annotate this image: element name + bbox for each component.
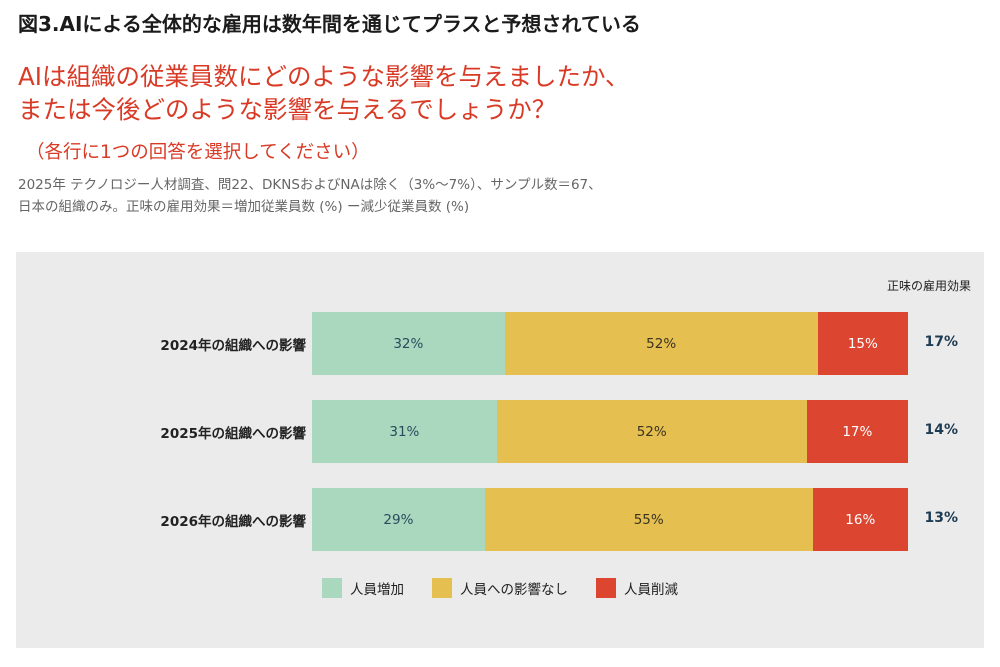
stacked-bar: 29% 55% 16% <box>312 488 908 551</box>
bar-segment <box>312 488 485 551</box>
figure-title: 図3.AIによる全体的な雇用は数年間を通じてプラスと予想されている <box>18 12 641 36</box>
segment-value-label: 31% <box>389 423 420 440</box>
legend-label: 人員への影響なし <box>460 582 568 598</box>
segment-value-label: 17% <box>842 423 873 440</box>
segment-value-label: 16% <box>845 511 876 528</box>
segment-value-label: 52% <box>646 335 677 352</box>
answer-instruction: （各行に1つの回答を選択してください） <box>26 142 370 163</box>
chart-panel: 正味の雇用効果 2024年の組織への影響 32% 52% 15% 17% 2025年の組織… <box>16 252 984 648</box>
source-note-line-2: 日本の組織のみ。正味の雇用効果＝増加従業員数 (%) ー減少従業員数 (%) <box>18 199 470 215</box>
bar-segment <box>312 312 505 375</box>
segment-value-label: 55% <box>633 511 664 528</box>
legend-label: 人員削減 <box>624 582 678 598</box>
bar-segment <box>806 400 908 463</box>
bar-segment <box>504 312 818 375</box>
segment-value-label: 15% <box>847 335 878 352</box>
bar-segment <box>312 400 497 463</box>
legend-label: 人員増加 <box>350 582 404 598</box>
source-note-line-1: 2025年 テクノロジー人材調査、問22、DKNSおよびNAは除く（3%〜7%）… <box>18 177 602 193</box>
stacked-bar: 31% 52% 17% <box>312 400 908 463</box>
chart-question: AIは組織の従業員数にどのような影響を与えましたか、 または今後どのような影響を… <box>18 60 978 126</box>
source-note: 2025年 テクノロジー人材調査、問22、DKNSおよびNAは除く（3%〜7%）… <box>18 174 978 218</box>
net-effect-value: 17% <box>924 333 958 350</box>
stacked-bar: 32% 52% 15% <box>312 312 908 375</box>
legend-item: 人員削減 <box>596 578 678 598</box>
legend-swatch <box>322 578 342 598</box>
category-label: 2026年の組織への影響 <box>160 513 306 530</box>
question-line-2: または今後どのような影響を与えるでしょうか？ <box>18 95 557 124</box>
legend-swatch <box>596 578 616 598</box>
category-label: 2024年の組織への影響 <box>160 337 306 354</box>
bar-segment <box>812 488 908 551</box>
chart-legend: 人員増加 人員への影響なし 人員削減 <box>16 578 984 598</box>
bar-segment <box>817 312 908 375</box>
category-label: 2025年の組織への影響 <box>160 425 306 442</box>
question-line-1: AIは組織の従業員数にどのような影響を与えましたか、 <box>18 62 630 91</box>
segment-value-label: 32% <box>393 335 424 352</box>
net-effect-header: 正味の雇用効果 <box>886 279 971 293</box>
net-effect-value: 14% <box>924 421 958 438</box>
legend-item: 人員増加 <box>322 578 404 598</box>
net-effect-value: 13% <box>924 509 958 526</box>
legend-item: 人員への影響なし <box>432 578 568 598</box>
bar-segment <box>484 488 813 551</box>
segment-value-label: 29% <box>383 511 414 528</box>
segment-value-label: 52% <box>636 423 667 440</box>
bar-segment <box>496 400 807 463</box>
legend-swatch <box>432 578 452 598</box>
